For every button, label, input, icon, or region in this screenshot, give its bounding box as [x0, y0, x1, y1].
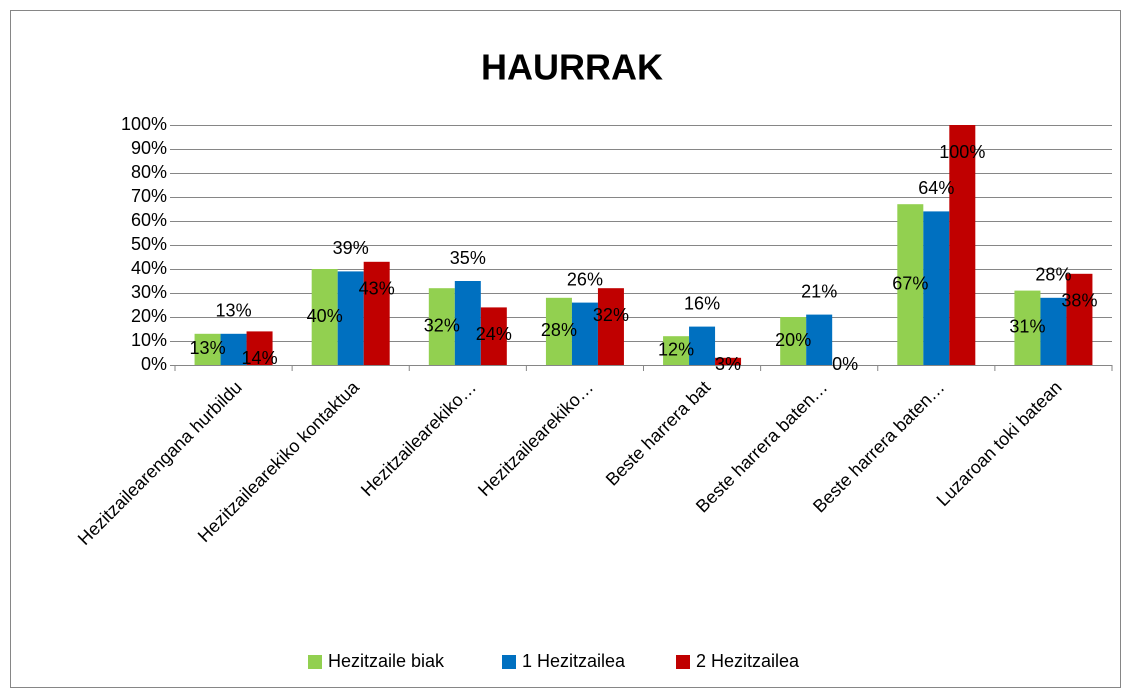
legend-swatch — [502, 655, 516, 669]
bar — [428, 288, 455, 365]
data-label: 39% — [333, 238, 369, 258]
bar — [363, 261, 390, 365]
y-tick-label: 90% — [131, 138, 167, 158]
y-tick-label: 60% — [131, 210, 167, 230]
data-label: 28% — [541, 320, 577, 340]
bar — [597, 288, 624, 365]
data-label: 40% — [307, 306, 343, 326]
y-tick-label: 30% — [131, 282, 167, 302]
y-tick-label: 80% — [131, 162, 167, 182]
bar — [949, 125, 976, 365]
bar — [663, 336, 690, 365]
data-label: 13% — [190, 338, 226, 358]
data-label: 35% — [450, 248, 486, 268]
data-label: 64% — [918, 178, 954, 198]
legend-swatch — [676, 655, 690, 669]
bar — [1040, 297, 1067, 365]
bar — [220, 333, 247, 365]
bar — [715, 357, 742, 365]
bar — [246, 331, 273, 365]
data-label: 67% — [892, 273, 928, 293]
bar — [454, 281, 481, 365]
data-label: 32% — [593, 305, 629, 325]
chart-title: HAURRAK — [481, 47, 663, 88]
bar — [571, 302, 598, 365]
y-tick-label: 40% — [131, 258, 167, 278]
data-label: 13% — [216, 301, 252, 321]
bar — [923, 211, 950, 365]
legend-label: 1 Hezitzailea — [522, 651, 626, 671]
data-label: 0% — [832, 354, 858, 374]
data-label: 24% — [476, 324, 512, 344]
y-tick-label: 20% — [131, 306, 167, 326]
bar — [194, 333, 221, 365]
data-label: 16% — [684, 293, 720, 313]
legend-swatch — [308, 655, 322, 669]
legend-label: Hezitzaile biak — [328, 651, 445, 671]
legend-label: 2 Hezitzailea — [696, 651, 800, 671]
data-label: 100% — [939, 142, 985, 162]
y-tick-label: 0% — [141, 354, 167, 374]
data-label: 38% — [1061, 291, 1097, 311]
data-label: 43% — [359, 279, 395, 299]
y-tick-label: 100% — [121, 114, 167, 134]
bar — [1066, 273, 1093, 365]
bar — [480, 307, 507, 365]
data-label: 20% — [775, 330, 811, 350]
y-tick-label: 50% — [131, 234, 167, 254]
bar — [545, 297, 572, 365]
data-label: 28% — [1035, 265, 1071, 285]
data-label: 12% — [658, 339, 694, 359]
y-tick-label: 10% — [131, 330, 167, 350]
data-label: 14% — [242, 348, 278, 368]
bar — [897, 204, 924, 365]
bar — [689, 326, 716, 365]
data-label: 26% — [567, 269, 603, 289]
bar — [806, 314, 833, 365]
bar — [1014, 290, 1041, 365]
bar — [337, 271, 364, 365]
data-label: 31% — [1009, 317, 1045, 337]
y-tick-label: 70% — [131, 186, 167, 206]
data-label: 21% — [801, 281, 837, 301]
bar — [780, 317, 807, 365]
bar — [311, 269, 338, 365]
data-label: 32% — [424, 315, 460, 335]
data-label: 3% — [715, 354, 741, 374]
